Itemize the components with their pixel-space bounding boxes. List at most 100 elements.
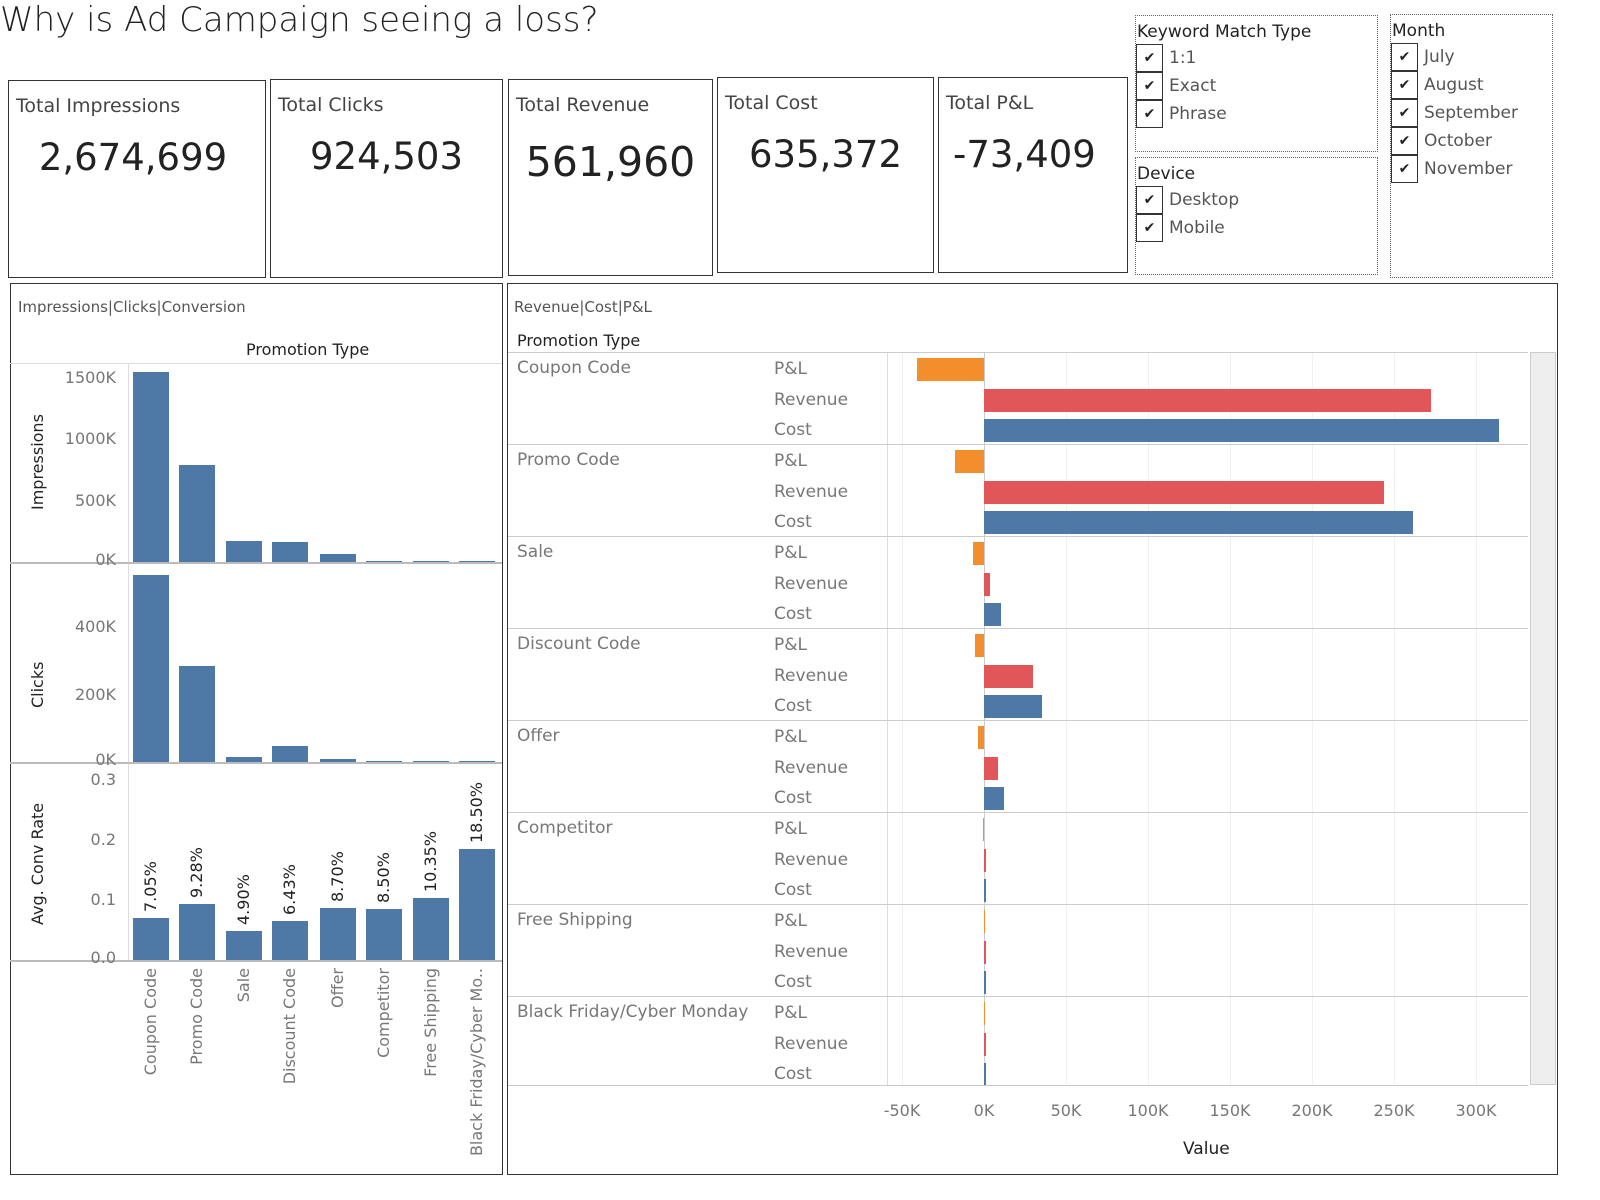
checkbox-checked-icon[interactable]: ✔ xyxy=(1391,127,1418,155)
bar-clicks[interactable] xyxy=(459,761,495,762)
bar-cost[interactable] xyxy=(984,1063,986,1086)
filter-title: Month xyxy=(1392,21,1446,41)
bar-impressions[interactable] xyxy=(226,540,262,562)
bar-revenue[interactable] xyxy=(984,848,986,872)
filter-option-september[interactable]: ✔ September xyxy=(1391,99,1552,127)
bar-avg-conv-rate[interactable] xyxy=(366,909,402,960)
kpi-total-revenue: Total Revenue 561,960 xyxy=(508,79,713,276)
bar-revenue[interactable] xyxy=(984,388,1432,412)
bar-pl[interactable] xyxy=(974,634,984,657)
bar-avg-conv-rate[interactable] xyxy=(133,917,169,960)
bar-clicks[interactable] xyxy=(413,761,449,762)
filter-option-label: Mobile xyxy=(1169,218,1225,238)
bar-cost[interactable] xyxy=(984,971,986,994)
bar-pl[interactable] xyxy=(954,450,984,473)
bar-avg-conv-rate[interactable] xyxy=(413,897,449,960)
filter-option-desktop[interactable]: ✔ Desktop xyxy=(1136,186,1377,214)
pane-baseline xyxy=(10,562,502,564)
plot-left-border xyxy=(887,352,888,1085)
bar-revenue[interactable] xyxy=(984,572,991,596)
bar-revenue[interactable] xyxy=(984,480,1385,504)
bar-pl[interactable] xyxy=(977,726,984,749)
checkbox-checked-icon[interactable]: ✔ xyxy=(1391,99,1418,127)
filter-option-label: Exact xyxy=(1169,76,1217,96)
bar-avg-conv-rate[interactable] xyxy=(272,921,308,960)
bar-pl[interactable] xyxy=(982,818,985,841)
kpi-total-cost: Total Cost 635,372 xyxy=(717,77,934,273)
checkbox-checked-icon[interactable]: ✔ xyxy=(1391,155,1418,183)
kpi-label: Total Clicks xyxy=(278,94,384,116)
bar-clicks[interactable] xyxy=(272,746,308,762)
filter-option-label: Phrase xyxy=(1169,104,1227,124)
filter-option-label: November xyxy=(1424,159,1513,179)
bar-cost[interactable] xyxy=(984,603,1002,626)
checkbox-checked-icon[interactable]: ✔ xyxy=(1136,186,1163,214)
y-tick-label: 0.3 xyxy=(90,770,116,789)
bar-impressions[interactable] xyxy=(179,465,215,562)
checkbox-checked-icon[interactable]: ✔ xyxy=(1136,44,1163,72)
bar-clicks[interactable] xyxy=(179,666,215,762)
group-divider xyxy=(508,812,1528,813)
bar-pl[interactable] xyxy=(983,910,985,933)
gridline xyxy=(1312,352,1313,1085)
measure-label: Revenue xyxy=(774,573,849,594)
data-label: 8.70% xyxy=(328,850,347,902)
bar-impressions[interactable] xyxy=(272,541,308,562)
bar-cost[interactable] xyxy=(984,695,1043,718)
bar-impressions[interactable] xyxy=(366,561,402,562)
filter-option-exact[interactable]: ✔ Exact xyxy=(1136,72,1377,100)
group-divider xyxy=(508,628,1528,629)
scrollbar[interactable] xyxy=(1530,352,1556,1085)
bar-revenue[interactable] xyxy=(984,664,1034,688)
bar-revenue[interactable] xyxy=(984,756,998,780)
filter-option-mobile[interactable]: ✔ Mobile xyxy=(1136,214,1377,242)
checkbox-checked-icon[interactable]: ✔ xyxy=(1136,100,1163,128)
x-tick-label: 250K xyxy=(1373,1101,1415,1120)
month-filter: Month ✔ July ✔ August ✔ September ✔ October ✔ Nov… xyxy=(1390,14,1553,278)
filter-option-1-1[interactable]: ✔ 1:1 xyxy=(1136,44,1377,72)
measure-label: P&L xyxy=(774,635,807,655)
filter-option-label: October xyxy=(1424,131,1493,151)
row-header-divider xyxy=(128,363,129,961)
filter-option-july[interactable]: ✔ July xyxy=(1391,43,1552,71)
bar-cost[interactable] xyxy=(984,879,987,902)
bar-pl[interactable] xyxy=(983,1002,986,1025)
bar-cost[interactable] xyxy=(984,419,1499,442)
filter-option-august[interactable]: ✔ August xyxy=(1391,71,1552,99)
bar-clicks[interactable] xyxy=(226,757,262,762)
y-tick-label: 0K xyxy=(95,550,116,569)
checkbox-checked-icon[interactable]: ✔ xyxy=(1136,72,1163,100)
checkbox-checked-icon[interactable]: ✔ xyxy=(1391,71,1418,99)
bar-impressions[interactable] xyxy=(320,554,356,562)
measure-label: Revenue xyxy=(774,1033,849,1054)
kpi-label: Total Impressions xyxy=(16,95,181,117)
filter-option-label: August xyxy=(1424,75,1484,95)
checkbox-checked-icon[interactable]: ✔ xyxy=(1136,214,1163,242)
bar-revenue[interactable] xyxy=(984,1032,986,1056)
bar-clicks[interactable] xyxy=(133,574,169,762)
bar-cost[interactable] xyxy=(984,787,1004,810)
checkbox-checked-icon[interactable]: ✔ xyxy=(1391,43,1418,71)
bar-avg-conv-rate[interactable] xyxy=(179,904,215,960)
data-label: 7.05% xyxy=(141,860,160,912)
filter-option-phrase[interactable]: ✔ Phrase xyxy=(1136,100,1377,128)
bar-avg-conv-rate[interactable] xyxy=(459,849,495,960)
bar-avg-conv-rate[interactable] xyxy=(320,907,356,960)
bar-cost[interactable] xyxy=(984,511,1414,534)
bar-clicks[interactable] xyxy=(320,758,356,762)
bar-revenue[interactable] xyxy=(984,940,986,964)
bar-avg-conv-rate[interactable] xyxy=(226,930,262,960)
filter-option-label: September xyxy=(1424,103,1518,123)
y-tick-label: 1000K xyxy=(64,429,116,449)
bar-impressions[interactable] xyxy=(459,561,495,562)
filter-option-october[interactable]: ✔ October xyxy=(1391,127,1552,155)
bar-impressions[interactable] xyxy=(133,371,169,562)
bar-pl[interactable] xyxy=(973,542,984,565)
measure-label: Revenue xyxy=(774,389,849,410)
filter-option-november[interactable]: ✔ November xyxy=(1391,155,1552,183)
group-divider xyxy=(508,536,1528,537)
bar-pl[interactable] xyxy=(916,358,984,381)
bar-impressions[interactable] xyxy=(413,561,449,562)
bar-clicks[interactable] xyxy=(366,761,402,762)
y-axis-title: Impressions xyxy=(28,414,47,510)
